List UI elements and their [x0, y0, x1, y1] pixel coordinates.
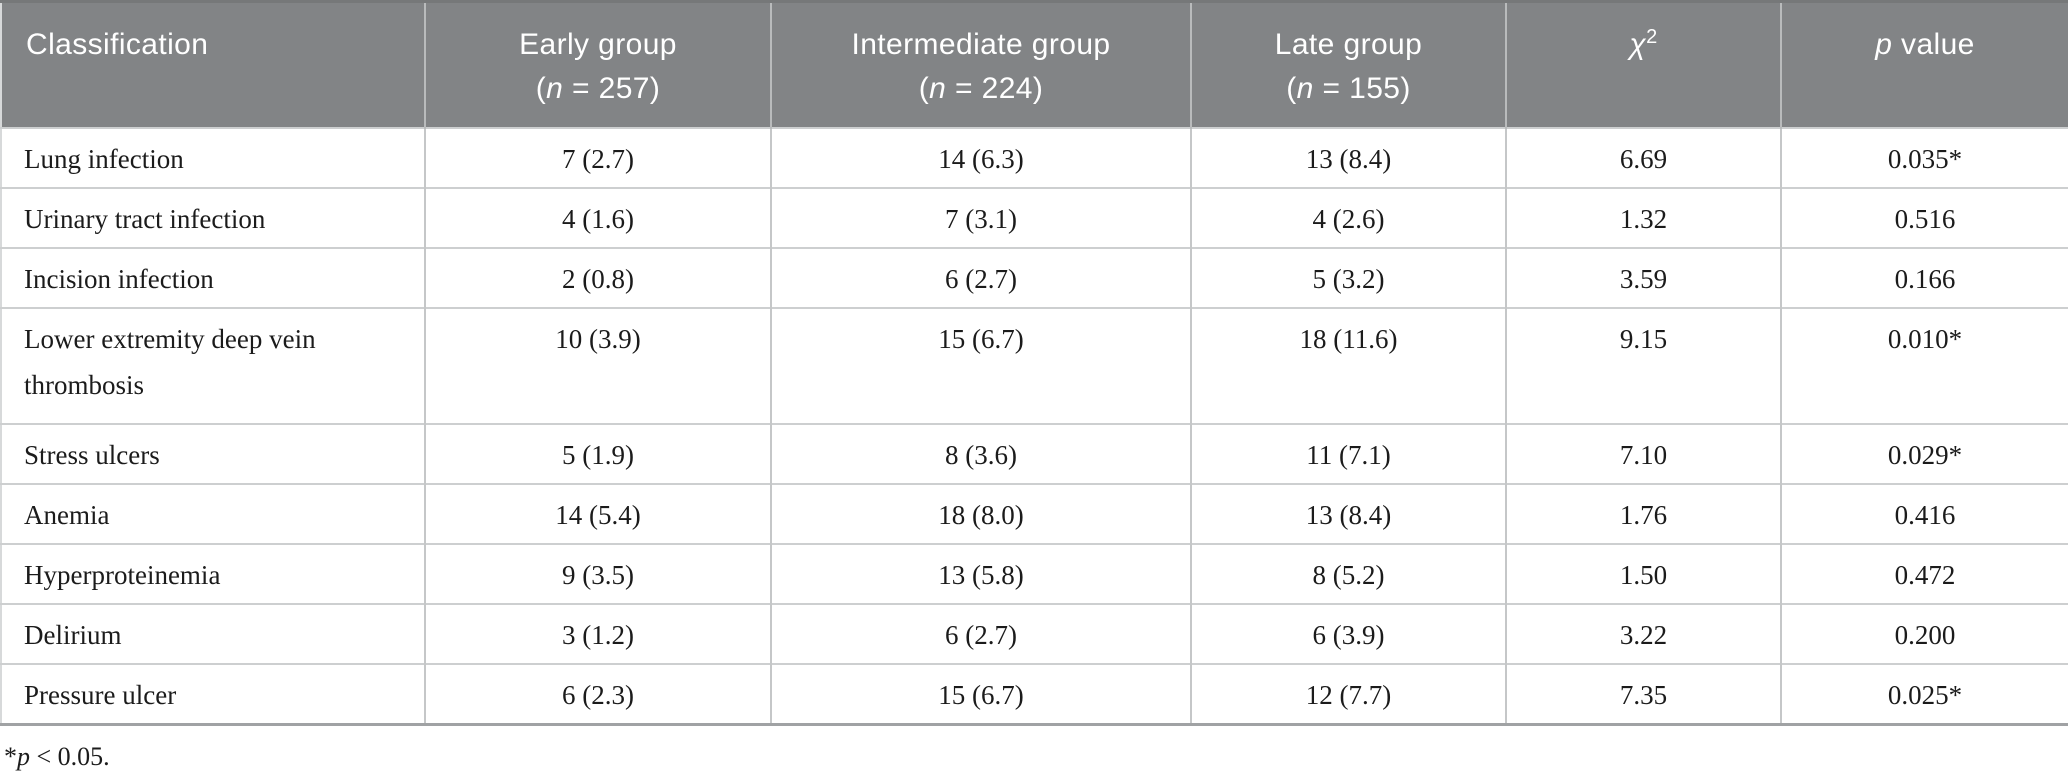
- table-cell: 6.69: [1505, 127, 1781, 188]
- footnote-text: < 0.05.: [30, 742, 110, 771]
- table-cell: 3 (1.2): [424, 603, 771, 664]
- table-cell: 1.32: [1505, 187, 1781, 248]
- table-cell: 14 (5.4): [424, 483, 771, 544]
- column-header-early-group: Early group (n = 257): [424, 1, 771, 128]
- table-cell: Delirium: [1, 603, 425, 664]
- table-footnote: *p < 0.05.: [4, 742, 2068, 772]
- table-cell: 10 (3.9): [424, 307, 771, 424]
- table-cell: 7 (3.1): [770, 187, 1191, 248]
- table-header-row: Classification Early group (n = 257) Int…: [1, 1, 2068, 128]
- table-cell: 8 (5.2): [1190, 543, 1506, 604]
- column-header-sub: (n = 224): [918, 72, 1044, 105]
- p-symbol: p: [17, 742, 30, 771]
- column-header-label: Intermediate group: [851, 28, 1111, 61]
- table-cell: 0.029*: [1780, 423, 2068, 484]
- table-cell: 11 (7.1): [1190, 423, 1506, 484]
- n-symbol: n: [1296, 72, 1314, 105]
- column-header-label: value: [1892, 28, 1975, 61]
- p-symbol: p: [1875, 28, 1893, 61]
- table-row: Lung infection 7 (2.7) 14 (6.3) 13 (8.4) 6.6…: [1, 127, 2068, 188]
- table-cell: 1.76: [1505, 483, 1781, 544]
- table-cell: Hyperproteinemia: [1, 543, 425, 604]
- table-cell: 5 (1.9): [424, 423, 771, 484]
- chi-symbol: χ: [1629, 28, 1647, 61]
- column-header-label: Late group: [1274, 28, 1423, 61]
- complications-table: Classification Early group (n = 257) Int…: [0, 0, 2068, 726]
- table-cell: 1.50: [1505, 543, 1781, 604]
- table-cell: 5 (3.2): [1190, 247, 1506, 308]
- table-cell: 2 (0.8): [424, 247, 771, 308]
- table-cell: 15 (6.7): [770, 307, 1191, 424]
- table-cell: 18 (11.6): [1190, 307, 1506, 424]
- table-cell: 13 (8.4): [1190, 127, 1506, 188]
- table-cell: 13 (8.4): [1190, 483, 1506, 544]
- table-cell: 0.010*: [1780, 307, 2068, 424]
- table-cell: Lung infection: [1, 127, 425, 188]
- column-header-label: Classification: [26, 28, 209, 61]
- table-cell: 7.10: [1505, 423, 1781, 484]
- table-cell: 6 (2.7): [770, 247, 1191, 308]
- table-cell: 0.472: [1780, 543, 2068, 604]
- table-cell: Anemia: [1, 483, 425, 544]
- table-row: Delirium 3 (1.2) 6 (2.7) 6 (3.9) 3.22 0.200: [1, 603, 2068, 664]
- table-row: Hyperproteinemia 9 (3.5) 13 (5.8) 8 (5.2) 1.…: [1, 543, 2068, 604]
- table-row: Pressure ulcer 6 (2.3) 15 (6.7) 12 (7.7) 7.3…: [1, 663, 2068, 725]
- table-row: Lower extremity deep vein thrombosis 10 (…: [1, 307, 2068, 424]
- table-cell: Stress ulcers: [1, 423, 425, 484]
- table-cell: 0.516: [1780, 187, 2068, 248]
- chi-superscript: 2: [1646, 26, 1658, 48]
- table-cell: 14 (6.3): [770, 127, 1191, 188]
- table-cell: 7 (2.7): [424, 127, 771, 188]
- table-cell: 0.200: [1780, 603, 2068, 664]
- column-header-sub: (n = 155): [1286, 72, 1411, 105]
- table-row: Anemia 14 (5.4) 18 (8.0) 13 (8.4) 1.76 0.416: [1, 483, 2068, 544]
- column-header-sub: (n = 257): [535, 72, 661, 105]
- n-symbol: n: [929, 72, 947, 105]
- table-cell: 4 (1.6): [424, 187, 771, 248]
- table-cell: 0.025*: [1780, 663, 2068, 725]
- table-cell: 6 (2.3): [424, 663, 771, 725]
- table-cell: 12 (7.7): [1190, 663, 1506, 725]
- n-symbol: n: [546, 72, 564, 105]
- table-cell: Urinary tract infection: [1, 187, 425, 248]
- table-cell: 6 (3.9): [1190, 603, 1506, 664]
- column-header-intermediate-group: Intermediate group (n = 224): [770, 1, 1191, 128]
- table-cell: 15 (6.7): [770, 663, 1191, 725]
- table-row: Urinary tract infection 4 (1.6) 7 (3.1) 4 (…: [1, 187, 2068, 248]
- table-row: Stress ulcers 5 (1.9) 8 (3.6) 11 (7.1) 7.10 0…: [1, 423, 2068, 484]
- column-header-p-value: p value: [1780, 1, 2068, 128]
- table-cell: Lower extremity deep vein thrombosis: [1, 307, 425, 424]
- table-cell: 0.166: [1780, 247, 2068, 308]
- table-header: Classification Early group (n = 257) Int…: [1, 1, 2068, 128]
- table-cell: 18 (8.0): [770, 483, 1191, 544]
- significance-marker: *: [4, 742, 17, 771]
- table-cell: 13 (5.8): [770, 543, 1191, 604]
- table-cell: Pressure ulcer: [1, 663, 425, 725]
- table-cell: 9.15: [1505, 307, 1781, 424]
- column-header-classification: Classification: [1, 1, 425, 128]
- table-cell: 7.35: [1505, 663, 1781, 725]
- column-header-chi-square: χ2: [1505, 1, 1781, 128]
- table-body: Lung infection 7 (2.7) 14 (6.3) 13 (8.4) 6.6…: [1, 127, 2068, 725]
- table-cell: 0.035*: [1780, 127, 2068, 188]
- table-cell: 8 (3.6): [770, 423, 1191, 484]
- table-cell: Incision infection: [1, 247, 425, 308]
- column-header-label: Early group: [519, 28, 677, 61]
- table-cell: 0.416: [1780, 483, 2068, 544]
- column-header-late-group: Late group (n = 155): [1190, 1, 1506, 128]
- table-cell: 3.59: [1505, 247, 1781, 308]
- table-cell: 3.22: [1505, 603, 1781, 664]
- table-cell: 6 (2.7): [770, 603, 1191, 664]
- table-cell: 9 (3.5): [424, 543, 771, 604]
- table-cell: 4 (2.6): [1190, 187, 1506, 248]
- table-row: Incision infection 2 (0.8) 6 (2.7) 5 (3.2) 3…: [1, 247, 2068, 308]
